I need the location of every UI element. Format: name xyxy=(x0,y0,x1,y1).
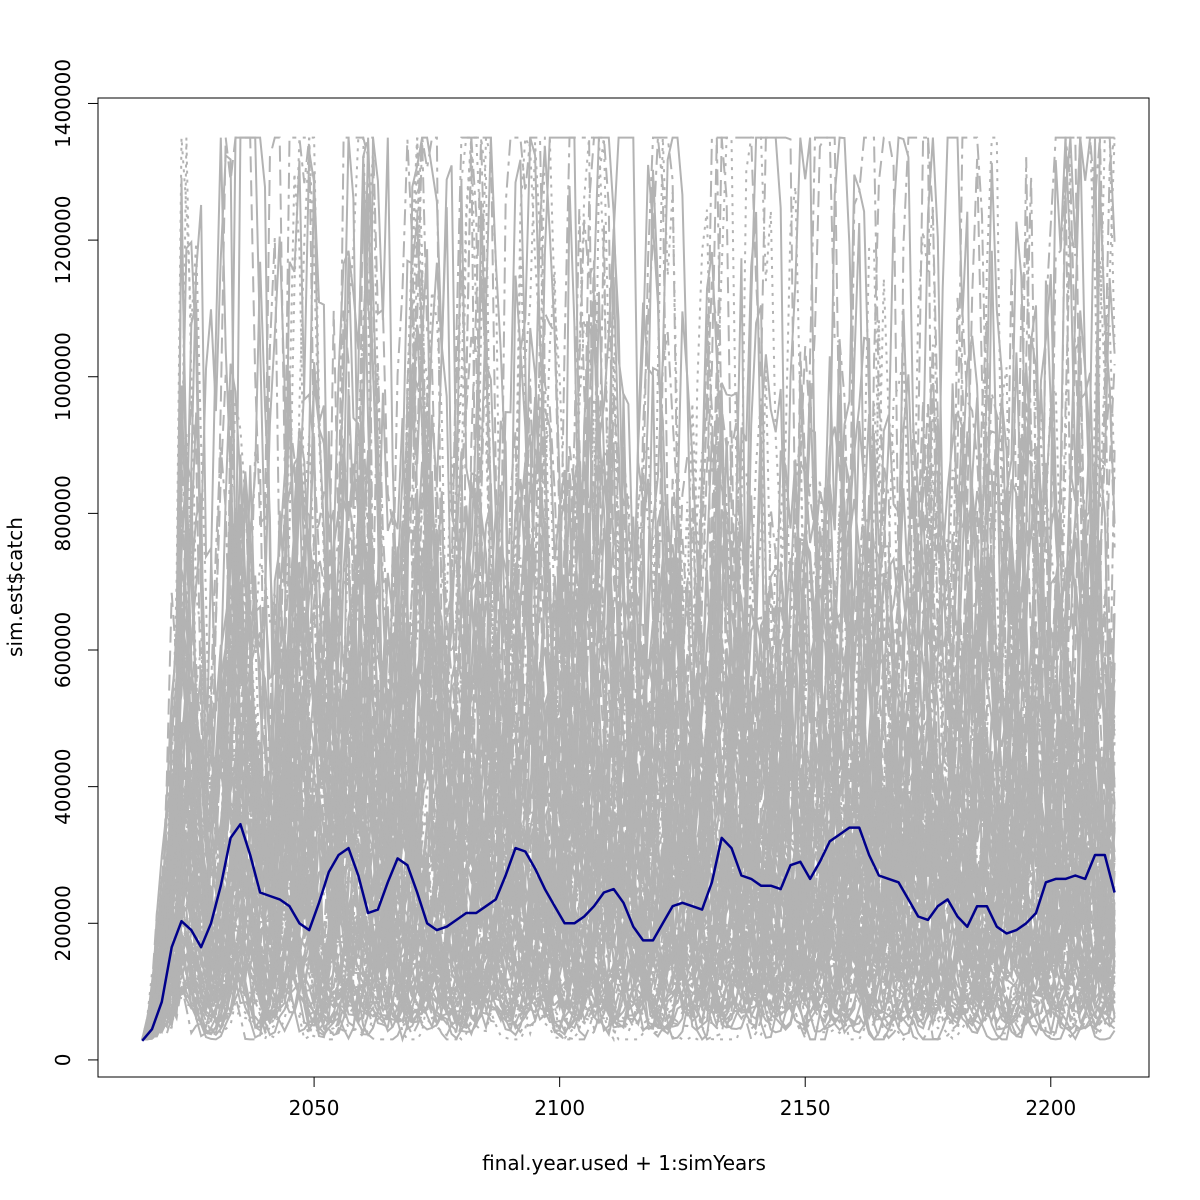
y-tick-label: 1000000 xyxy=(51,332,75,421)
median-series-line xyxy=(141,822,1116,1042)
simulation-series xyxy=(141,136,1116,1040)
x-axis-label: final.year.used + 1:simYears xyxy=(482,1151,766,1175)
simulation-series xyxy=(141,136,1116,1040)
simulation-series xyxy=(141,136,1116,1040)
median-line-layer xyxy=(141,822,1116,1042)
simulation-series xyxy=(142,817,1116,1043)
simulation-series xyxy=(142,876,1116,1041)
x-tick-label: 2150 xyxy=(780,1096,831,1120)
simulation-series xyxy=(141,365,1116,1041)
simulation-series xyxy=(142,925,1116,1041)
y-tick-label: 200000 xyxy=(51,885,75,961)
x-tick-label: 2100 xyxy=(534,1096,585,1120)
simulation-lines xyxy=(141,136,1116,1043)
y-tick-label: 1400000 xyxy=(51,59,75,148)
y-axis: 0 200000 400000 600000 800000 1000000 1200000 1… xyxy=(51,59,99,1067)
simulation-series xyxy=(142,884,1116,1041)
simulation-series xyxy=(141,355,1116,1040)
simulation-series xyxy=(141,136,1116,1040)
x-tick-label: 2050 xyxy=(289,1096,340,1120)
y-tick-label: 800000 xyxy=(51,475,75,551)
x-axis: 2050 2100 2150 2200 xyxy=(289,1076,1076,1120)
x-tick-label: 2200 xyxy=(1025,1096,1076,1120)
y-tick-label: 1200000 xyxy=(51,196,75,285)
simulation-series xyxy=(141,136,1116,1040)
y-tick-label: 0 xyxy=(51,1054,75,1067)
simulation-series xyxy=(141,136,1116,1040)
simulation-series xyxy=(141,615,1116,1041)
simulation-series xyxy=(141,344,1116,1040)
y-tick-label: 600000 xyxy=(51,612,75,688)
simulation-series xyxy=(141,313,1116,1041)
y-axis-label: sim.est$catch xyxy=(3,517,27,657)
y-tick-label: 400000 xyxy=(51,748,75,824)
